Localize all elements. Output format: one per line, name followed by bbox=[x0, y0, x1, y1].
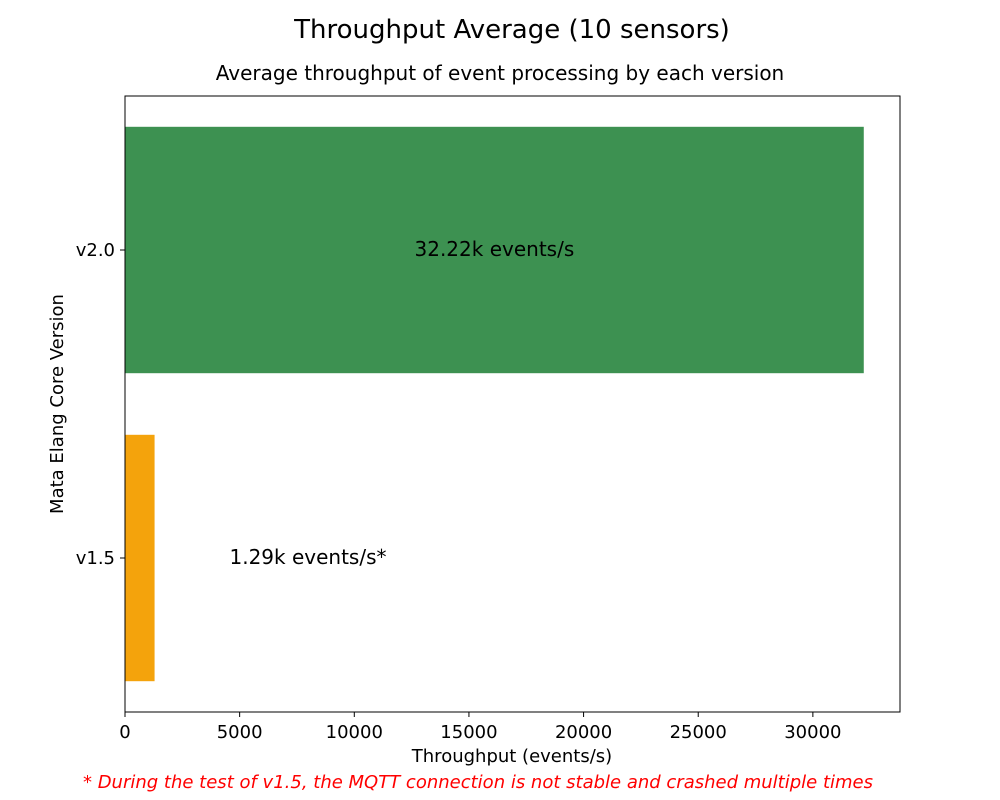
chart-title: Throughput Average (10 sensors) bbox=[293, 15, 730, 45]
x-tick-label: 0 bbox=[119, 722, 130, 743]
x-tick-label: 20000 bbox=[555, 722, 612, 743]
x-axis-label: Throughput (events/s) bbox=[411, 746, 612, 767]
footnote: * During the test of v1.5, the MQTT conn… bbox=[82, 772, 874, 793]
bar-labels-layer: 1.29k events/s* 32.22k events/s bbox=[229, 237, 574, 569]
x-tick-label: 25000 bbox=[670, 722, 727, 743]
x-tick-label: 10000 bbox=[326, 722, 383, 743]
x-tick-label: 30000 bbox=[784, 722, 841, 743]
y-tick-label: v1.5 bbox=[76, 548, 115, 569]
bar-value-label-v2-0: 32.22k events/s bbox=[415, 237, 575, 261]
bars-layer bbox=[125, 126, 864, 682]
plot-frame bbox=[124, 95, 901, 713]
bar-v1-5 bbox=[125, 434, 155, 682]
bar-value-label-v1-5: 1.29k events/s* bbox=[229, 545, 386, 569]
y-tick-label: v2.0 bbox=[76, 240, 115, 261]
x-tick-label: 15000 bbox=[440, 722, 497, 743]
x-tick-label: 5000 bbox=[217, 722, 263, 743]
x-axis-ticks: 0 5000 10000 15000 20000 25000 30000 bbox=[119, 712, 842, 743]
chart-subtitle: Average throughput of event processing b… bbox=[216, 61, 784, 85]
y-axis-ticks: v1.5 v2.0 bbox=[76, 240, 125, 569]
y-axis-label: Mata Elang Core Version bbox=[47, 294, 68, 514]
bar-v2-0 bbox=[125, 126, 864, 374]
